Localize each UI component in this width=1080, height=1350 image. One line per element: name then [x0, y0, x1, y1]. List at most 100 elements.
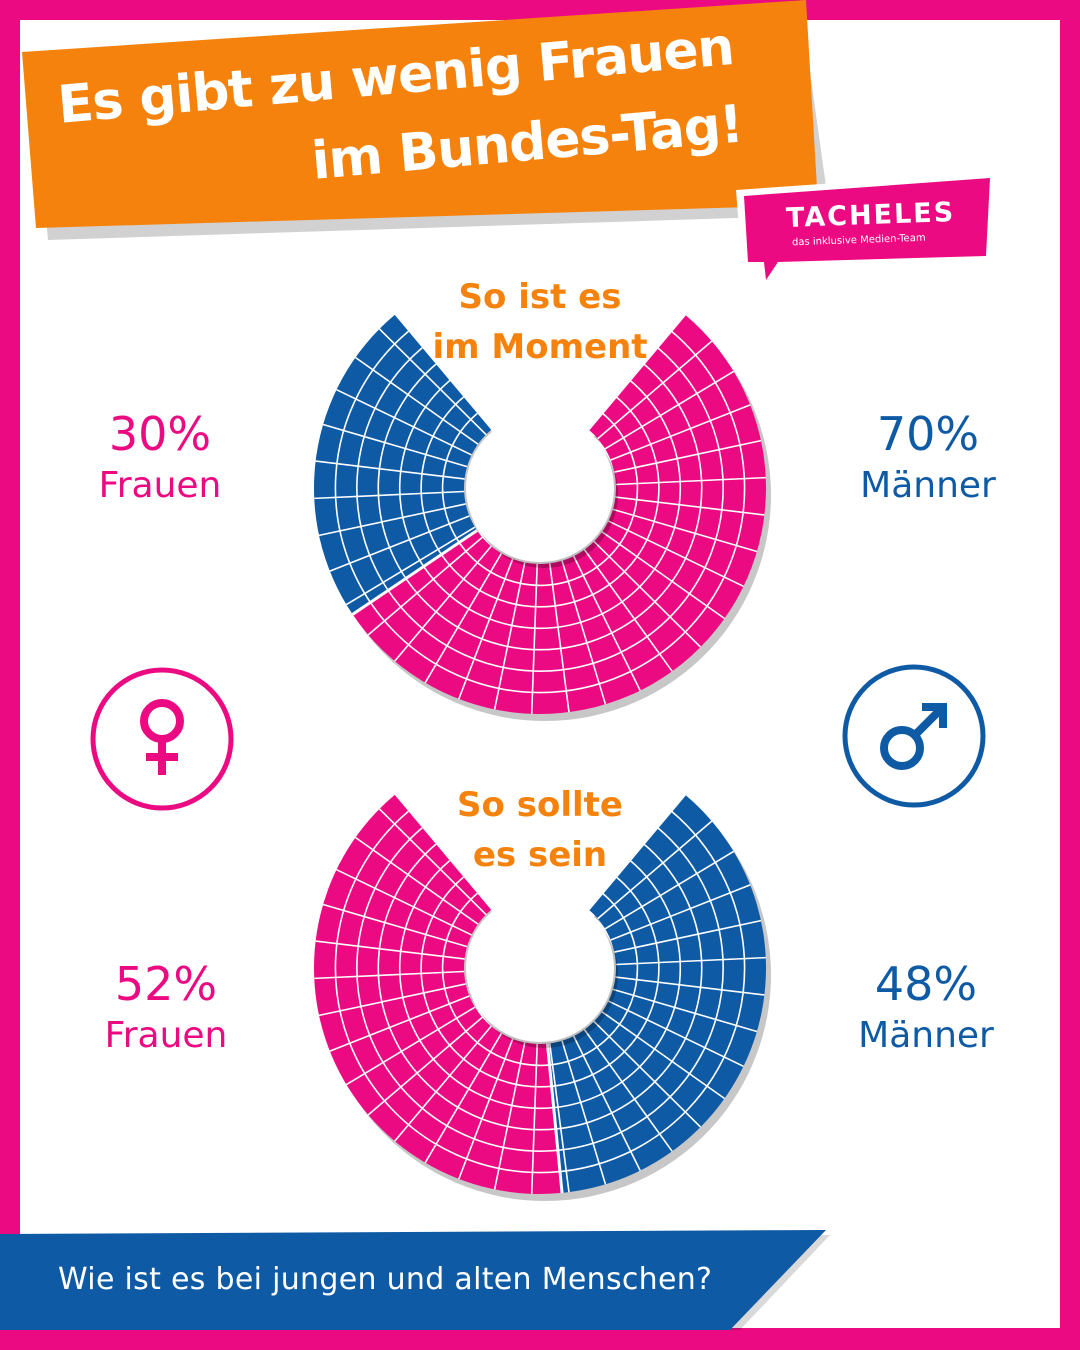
chart-2-spoke-line	[604, 850, 735, 930]
chart-2-spoke-line	[367, 1016, 483, 1116]
chart-1-spoke-line	[378, 328, 487, 436]
chart-2-spoke-line	[424, 1033, 503, 1164]
chart-1-spoke-line	[608, 520, 744, 588]
chart-2-slice-frauen	[313, 794, 563, 1194]
chart-1-title-line-2: im Moment	[432, 327, 648, 367]
chart-1-ring-line	[377, 363, 703, 651]
chart-1-spoke-line	[424, 553, 503, 684]
chart-2-ring-line	[334, 810, 746, 1174]
chart-2-spoke-line	[493, 1042, 526, 1190]
chart-2-spoke-line	[322, 903, 468, 948]
chart-2-spoke-line	[458, 1038, 514, 1180]
tacheles-logo: TACHELES das inklusive Medien-Team	[728, 168, 998, 293]
chart-1-spoke-line	[612, 508, 758, 553]
chart-2-spoke-line	[378, 808, 487, 916]
chart-1-ring-line	[398, 379, 682, 630]
chart-1-spoke-line	[355, 356, 479, 445]
chart-2-spoke-line	[530, 1043, 539, 1194]
chart-1-spoke-line	[583, 549, 673, 672]
chart-2-spoke-line	[355, 836, 479, 925]
chart-1-right-percent: 70%	[876, 407, 980, 461]
chart-2-spoke-line	[614, 919, 762, 953]
chart-1-title-line-1: So ist es	[458, 277, 622, 317]
chart-1-spoke-line	[604, 370, 735, 450]
chart-2-spoke-line	[314, 970, 465, 980]
chart-2-spoke-line	[548, 1043, 570, 1193]
chart-1-spoke-line	[610, 404, 751, 461]
chart-2-title: So sollte es sein	[380, 780, 700, 880]
chart-1-left-text: Frauen	[98, 465, 222, 506]
chart-2-spoke-line	[615, 976, 765, 996]
chart-2-ring-line	[356, 827, 724, 1152]
chart-2-spoke-line	[597, 820, 713, 920]
chart-1-spoke-line	[548, 563, 570, 713]
chart-1-spoke-line	[314, 490, 465, 500]
chart-2-right-percent: 48%	[874, 957, 978, 1011]
chart-2-spoke-line	[608, 1000, 744, 1068]
chart-1-spoke-line	[615, 496, 765, 516]
chart-1-hub	[466, 414, 614, 562]
chart-1-spoke-line	[561, 560, 607, 705]
chart-2-spoke-line	[588, 794, 686, 911]
male-symbol-icon	[842, 664, 986, 808]
chart-2-spoke-line	[610, 884, 751, 941]
chart-2-spoke-line	[318, 983, 466, 1017]
title-banner-shape	[22, 0, 830, 240]
chart-1-spoke-line	[322, 423, 468, 468]
chart-2-title-line-2: es sein	[472, 835, 608, 875]
chart-1-spoke-line	[336, 388, 472, 456]
chart-2-spoke-line	[394, 1025, 492, 1142]
chart-1-slice-divider	[351, 529, 478, 616]
chart-1-spoke-line	[530, 563, 539, 714]
chart-1-spoke-line	[572, 555, 641, 691]
footer-question: Wie ist es bei jungen und alten Menschen…	[58, 1262, 713, 1297]
footer-banner	[0, 1230, 830, 1330]
chart-1-title: So ist es im Moment	[380, 272, 700, 372]
chart-2-hub	[466, 894, 614, 1042]
chart-2-title-line-1: So sollte	[457, 785, 623, 825]
chart-2-ring-line	[398, 859, 682, 1110]
chart-2-left-percent: 52%	[114, 957, 218, 1011]
chart-1-spoke-line	[601, 531, 725, 620]
logo-speech-bubble	[736, 172, 994, 290]
chart-1-spoke-line	[458, 558, 514, 700]
chart-1-right-text: Männer	[860, 465, 996, 506]
chart-2-spoke-line	[315, 940, 465, 960]
chart-2-slice-divider	[545, 1043, 564, 1194]
chart-2-spoke-line	[612, 988, 758, 1033]
chart-2-right-text: Männer	[858, 1015, 994, 1056]
chart-2-spoke-line	[345, 1006, 476, 1086]
chart-2-ring-line	[420, 876, 660, 1088]
chart-1-spoke-line	[615, 476, 766, 486]
chart-2-spoke-line	[329, 995, 470, 1052]
chart-1-ring-line	[334, 330, 746, 694]
chart-1-spoke-line	[367, 536, 483, 636]
chart-1-left-label: 30% Frauen	[40, 408, 280, 512]
chart-1-spoke-line	[329, 515, 470, 572]
chart-1-spoke-line	[315, 460, 465, 480]
title-banner	[0, 0, 830, 260]
chart-1-right-label: 70% Männer	[808, 408, 1048, 512]
chart-1-spoke-line	[493, 562, 526, 710]
chart-1-spoke-line	[588, 314, 686, 431]
chart-1-spoke-line	[614, 439, 762, 473]
chart-2-left-text: Frauen	[104, 1015, 228, 1056]
chart-1-left-percent: 30%	[108, 407, 212, 461]
chart-2-spoke-line	[593, 1020, 702, 1128]
chart-2-spoke-line	[561, 1040, 607, 1185]
chart-1-spoke-line	[597, 340, 713, 440]
chart-1-ring-line	[356, 347, 724, 672]
chart-1-ring-line	[420, 396, 660, 608]
chart-2-left-label: 52% Frauen	[46, 958, 286, 1062]
chart-1-slice-frauen	[314, 314, 492, 615]
footer-banner-shape	[0, 1230, 830, 1330]
chart-2-spoke-line	[615, 956, 766, 966]
chart-1-spoke-line	[345, 526, 476, 606]
chart-1-spoke-line	[593, 540, 702, 648]
chart-2-right-label: 48% Männer	[806, 958, 1046, 1062]
chart-2-spoke-line	[336, 868, 472, 936]
chart-1-spoke-line	[318, 503, 466, 537]
chart-2-spoke-line	[601, 1011, 725, 1100]
chart-2-ring-line	[377, 843, 703, 1131]
